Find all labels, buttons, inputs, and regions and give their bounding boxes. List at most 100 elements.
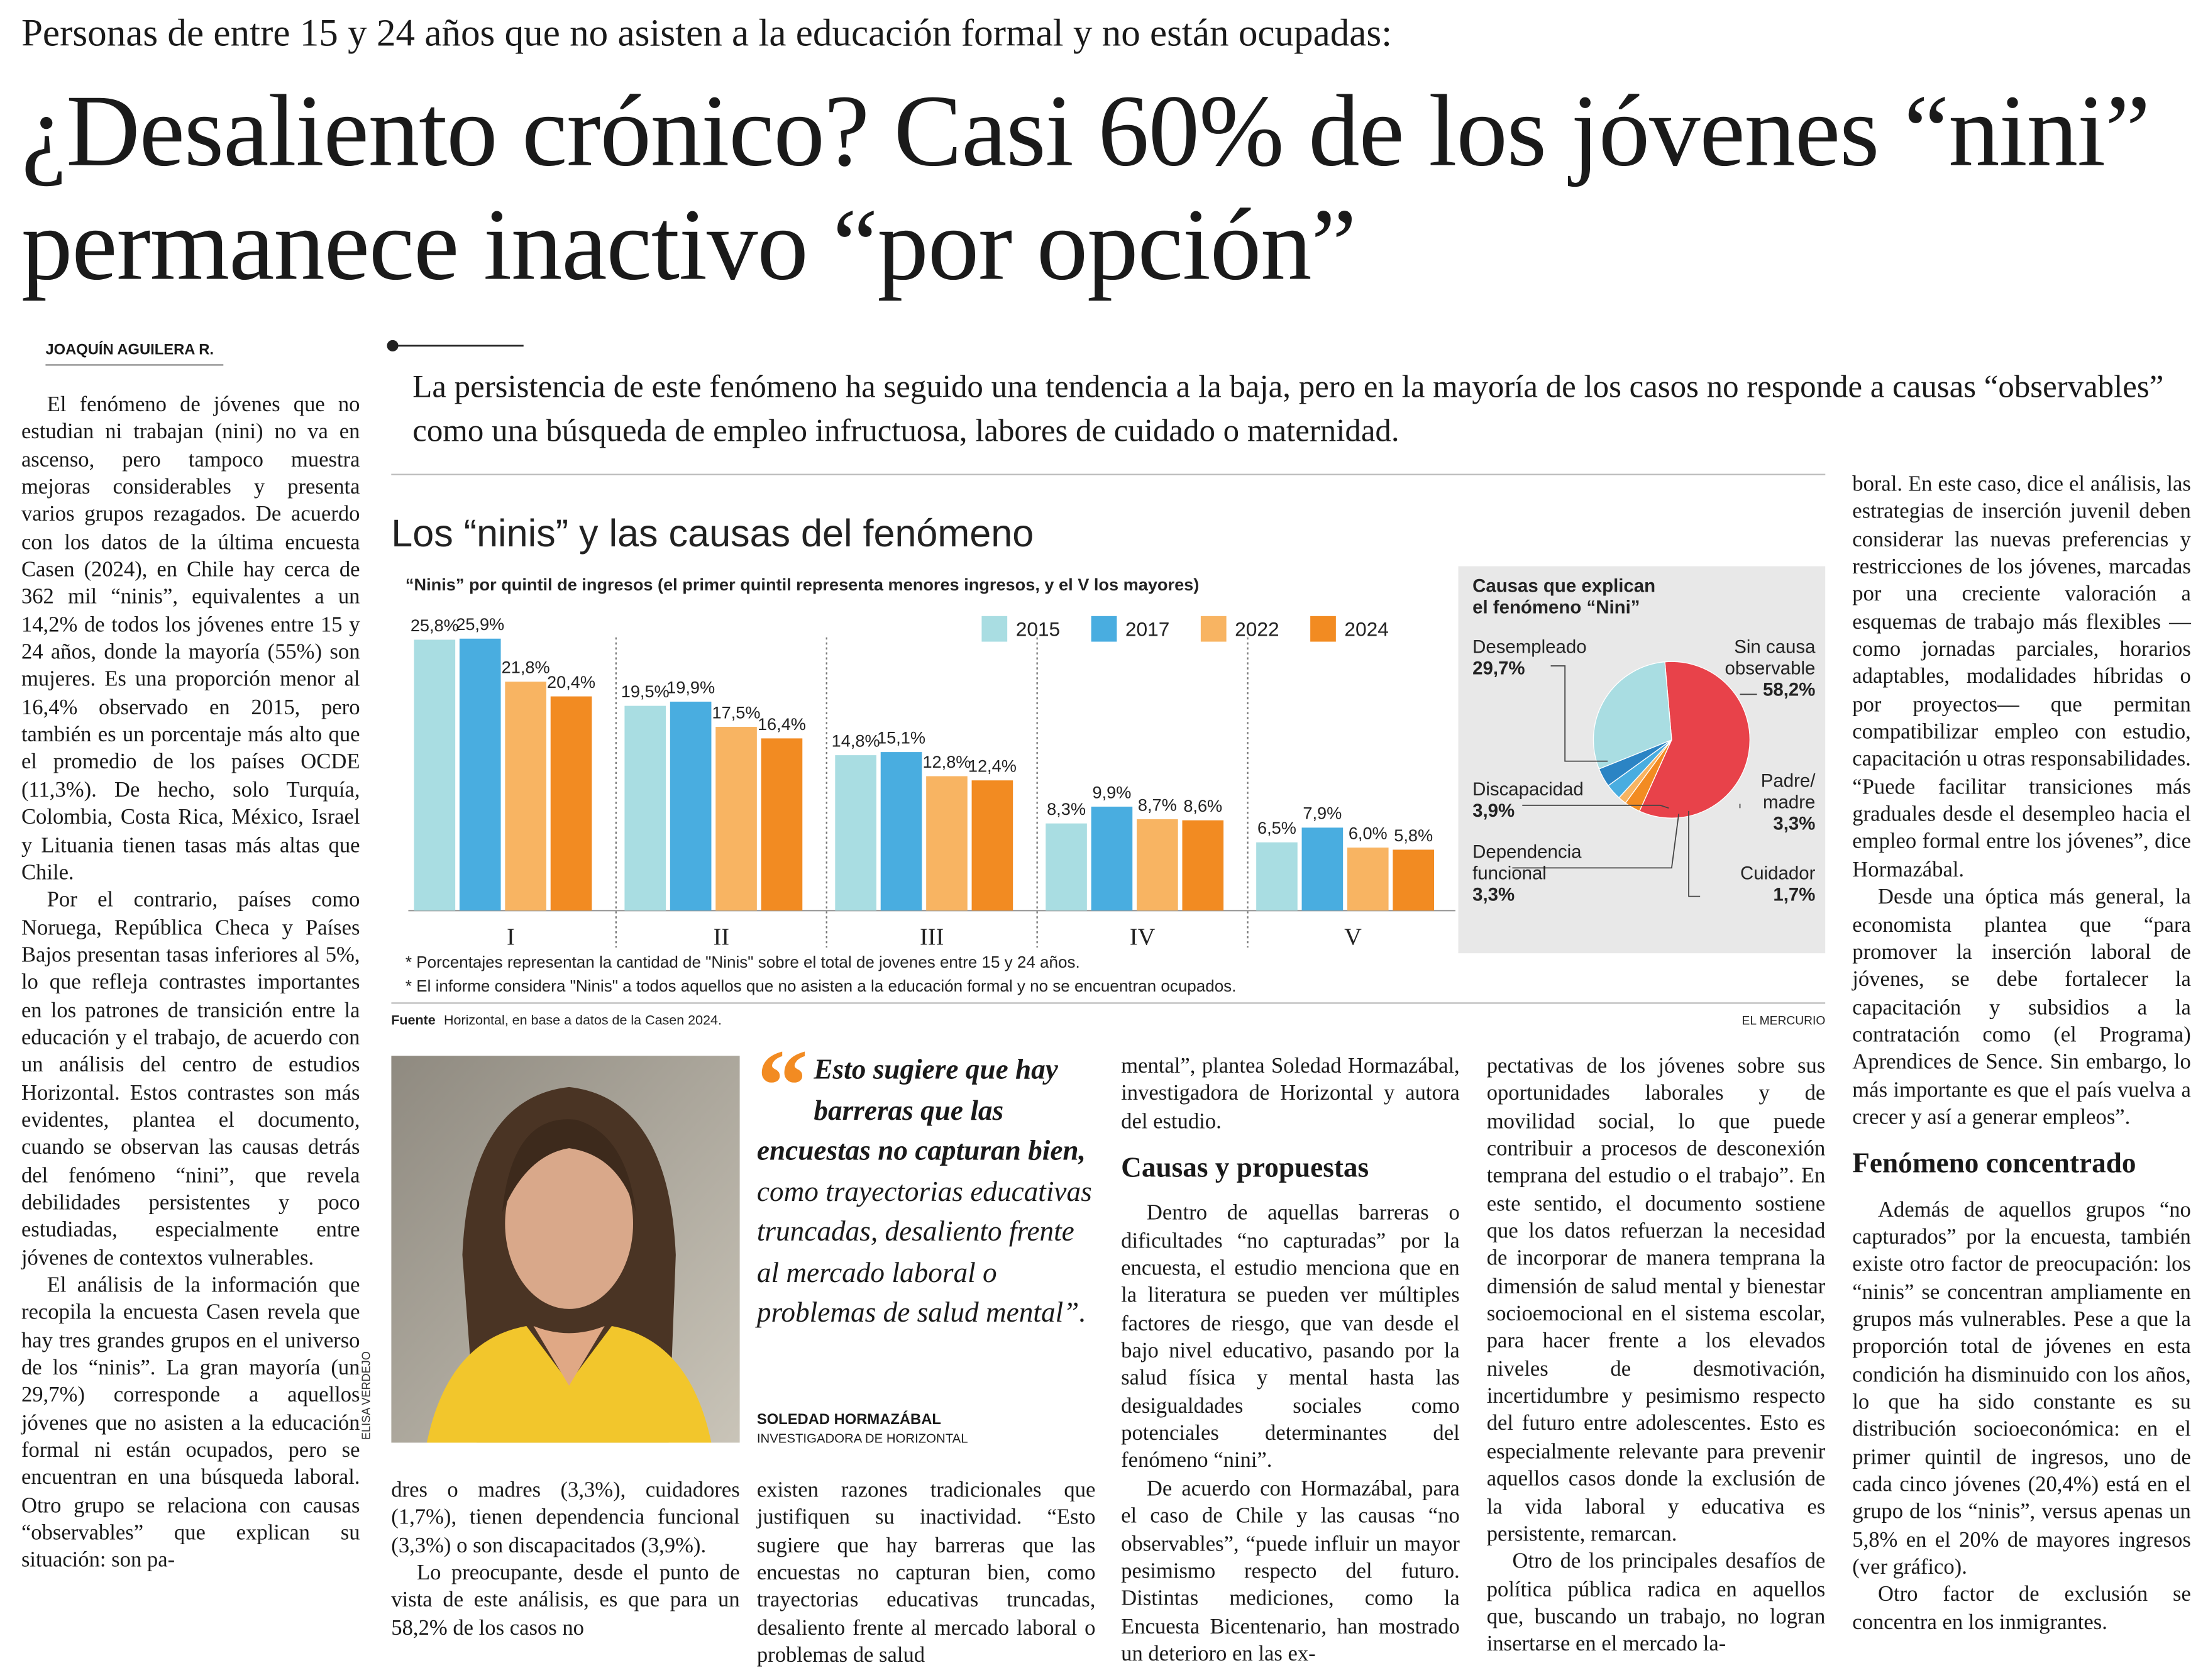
x-tick-label: IV bbox=[1130, 924, 1156, 951]
pie-category: Dependencia funcional bbox=[1472, 841, 1582, 884]
legend-label: 2015 bbox=[1016, 618, 1060, 641]
bar bbox=[926, 776, 968, 911]
subhead: Causas y propuestas bbox=[1121, 1152, 1369, 1184]
paragraph: Otro factor de exclusión se concentra en… bbox=[1852, 1583, 2191, 1635]
paragraph: pectativas de los jóvenes sobre sus opor… bbox=[1486, 1054, 1826, 1547]
paragraph: Otro de los principales desafíos de polí… bbox=[1486, 1549, 1826, 1657]
pie-title: Causas que explican el fenómeno “Nini” bbox=[1472, 575, 1656, 618]
pie-label: Dependencia funcional 3,3% bbox=[1472, 841, 1601, 905]
bar bbox=[459, 638, 501, 911]
bar bbox=[414, 639, 456, 911]
pie-category: Discapacidad bbox=[1472, 778, 1584, 800]
bar bbox=[550, 696, 592, 911]
x-tick-label: III bbox=[920, 924, 944, 951]
bar bbox=[670, 701, 712, 911]
pie-category: Cuidador bbox=[1740, 862, 1816, 884]
column: existen razones tradicionales que justif… bbox=[757, 1477, 1096, 1669]
quote-author: SOLEDAD HORMAZÁBAL bbox=[756, 1411, 941, 1429]
paragraph: Por el contrario, países como Noruega, R… bbox=[21, 888, 360, 1270]
data-label: 17,5% bbox=[712, 702, 761, 722]
legend-label: 2024 bbox=[1344, 618, 1388, 641]
column: boral. En este caso, dice el análisis, l… bbox=[1852, 471, 2191, 1637]
x-tick-label: I bbox=[507, 924, 515, 951]
pie-category: Padre/ madre bbox=[1760, 770, 1816, 813]
legend-swatch bbox=[1200, 616, 1227, 642]
quote-mark: “ bbox=[756, 1029, 809, 1143]
leader-line bbox=[1512, 814, 1680, 869]
pie-slice bbox=[1593, 661, 1672, 770]
paragraph: Además de aquellos grupos “no capturados… bbox=[1852, 1197, 2191, 1579]
source-label: Fuente bbox=[391, 1012, 435, 1027]
paragraph: El fenómeno de jóvenes que no estudian n… bbox=[21, 392, 360, 885]
column: mental”, plantea Soledad Hormazábal, inv… bbox=[1121, 1053, 1460, 1668]
bar bbox=[835, 755, 876, 911]
lead-ornament bbox=[387, 340, 524, 351]
headline: ¿Desaliento crónico? Casi 60% de los jóv… bbox=[21, 74, 2150, 302]
data-label: 8,7% bbox=[1138, 795, 1177, 814]
data-label: 19,9% bbox=[666, 677, 715, 697]
chart: Los “ninis” y las causas del fenómeno “Ni… bbox=[391, 512, 1826, 1027]
quote-role: INVESTIGADORA DE HORIZONTAL bbox=[756, 1431, 968, 1446]
data-label: 21,8% bbox=[502, 658, 550, 677]
kicker: Personas de entre 15 y 24 años que no as… bbox=[21, 11, 1393, 54]
pie-value: 58,2% bbox=[1763, 678, 1816, 700]
column: pectativas de los jóvenes sobre sus opor… bbox=[1487, 1053, 1826, 1659]
column: El fenómeno de jóvenes que no estudian n… bbox=[21, 391, 360, 1574]
legend-swatch bbox=[1310, 616, 1336, 642]
quote-lead: Esto sugiere que hay barreras que las en… bbox=[756, 1054, 1086, 1167]
pie-label: Cuidador 1,7% bbox=[1701, 862, 1815, 905]
leader-line bbox=[1688, 810, 1701, 897]
lead: La persistencia de este fenómeno ha segu… bbox=[412, 368, 2164, 448]
note: * El informe considera "Ninis" a todos a… bbox=[406, 976, 1237, 995]
data-label: 8,6% bbox=[1183, 796, 1222, 815]
bar bbox=[624, 705, 666, 911]
source: Horizontal, en base a datos de la Casen … bbox=[444, 1012, 722, 1027]
data-label: 12,4% bbox=[968, 756, 1017, 776]
photo-credit: ELISA VERDEJO bbox=[360, 1351, 373, 1440]
bar bbox=[971, 780, 1013, 911]
bar bbox=[1137, 819, 1178, 911]
bar bbox=[715, 727, 757, 911]
rule bbox=[391, 473, 1826, 475]
pie-label: Padre/ madre 3,3% bbox=[1737, 770, 1816, 834]
pie-value: 3,3% bbox=[1472, 883, 1515, 905]
bar bbox=[1393, 849, 1434, 911]
bar bbox=[505, 682, 546, 911]
data-label: 6,5% bbox=[1257, 818, 1296, 837]
pull-quote: “Esto sugiere que hay barreras que las e… bbox=[756, 1029, 1096, 1334]
data-label: 20,4% bbox=[547, 672, 595, 692]
pie-label: Sin causa observable 58,2% bbox=[1701, 636, 1816, 700]
pie-category: Sin causa observable bbox=[1725, 636, 1816, 679]
paragraph: Lo preocupante, desde el punto de vista … bbox=[391, 1561, 740, 1640]
bar bbox=[1347, 848, 1389, 911]
column: dres o madres (3,3%), cuidadores (1,7%),… bbox=[391, 1477, 739, 1642]
pie-value: 3,9% bbox=[1472, 799, 1515, 821]
pie-value: 1,7% bbox=[1773, 883, 1816, 905]
legend-label: 2017 bbox=[1125, 618, 1169, 641]
bar bbox=[1256, 842, 1298, 911]
data-label: 6,0% bbox=[1349, 823, 1388, 843]
note: * Porcentajes representan la cantidad de… bbox=[406, 953, 1080, 971]
pie-label: Discapacidad 3,9% bbox=[1472, 778, 1643, 821]
paragraph: De acuerdo con Hormazábal, para el caso … bbox=[1121, 1476, 1460, 1666]
legend-swatch bbox=[1091, 616, 1117, 642]
data-label: 16,4% bbox=[758, 714, 806, 734]
data-label: 15,1% bbox=[877, 728, 925, 748]
paragraph: Desde una óptica más general, la economi… bbox=[1852, 885, 2191, 1130]
x-tick-label: V bbox=[1344, 924, 1362, 951]
legend-label: 2022 bbox=[1235, 618, 1279, 641]
pie-category: Desempleado bbox=[1472, 636, 1587, 658]
paragraph: Dentro de aquellas barreras o dificultad… bbox=[1121, 1201, 1460, 1474]
pie-value: 3,3% bbox=[1773, 812, 1816, 834]
bar bbox=[1046, 823, 1087, 911]
data-label: 5,8% bbox=[1394, 826, 1433, 845]
data-label: 14,8% bbox=[832, 731, 880, 751]
subhead: Fenómeno concentrado bbox=[1852, 1148, 2136, 1180]
data-label: 8,3% bbox=[1047, 799, 1086, 819]
legend-swatch bbox=[981, 616, 1008, 642]
x-tick-label: II bbox=[713, 924, 729, 951]
leader-line bbox=[1550, 665, 1608, 762]
data-label: 19,5% bbox=[621, 682, 670, 701]
data-label: 9,9% bbox=[1093, 782, 1132, 802]
